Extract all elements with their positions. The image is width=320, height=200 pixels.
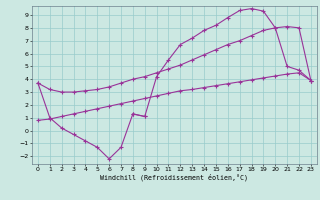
X-axis label: Windchill (Refroidissement éolien,°C): Windchill (Refroidissement éolien,°C) <box>100 174 248 181</box>
